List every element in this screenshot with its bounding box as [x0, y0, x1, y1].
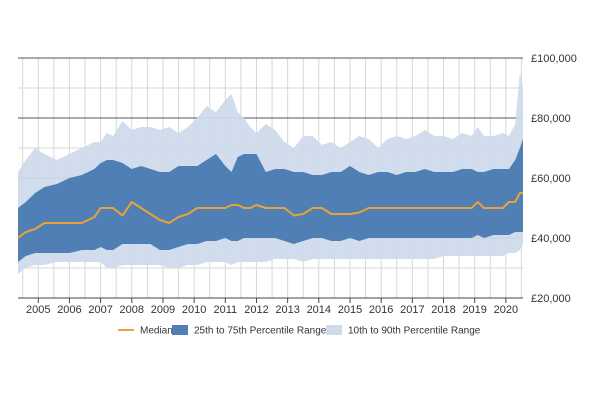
series-median-line: [17, 192, 523, 239]
legend: Median 25th to 75th Percentile Range 10th …: [118, 325, 481, 337]
legend-10-90-swatch: [326, 325, 342, 335]
y-tick-label: £60,000: [531, 173, 571, 185]
x-tick-label: 2012: [244, 304, 268, 316]
legend-25-75-swatch: [172, 325, 188, 335]
y-tick-label: £40,000: [531, 233, 571, 245]
y-tick-label: £20,000: [531, 293, 571, 305]
series-layer: [17, 73, 523, 274]
x-tick-label: 2006: [57, 304, 81, 316]
legend-label: Median: [140, 326, 173, 337]
legend-label: 25th to 75th Percentile Range: [194, 326, 327, 337]
x-tick-label: 2015: [338, 304, 362, 316]
x-tick-label: 2011: [213, 304, 237, 316]
x-tick-label: 2014: [307, 304, 331, 316]
x-tick-label: 2010: [182, 304, 206, 316]
axis-layer: 2005 2006 2007 2008 2009 2010 2011 2012 2013 2014…: [18, 53, 577, 316]
y-tick-label: £80,000: [531, 113, 571, 125]
x-tick-label: 2020: [494, 304, 518, 316]
series-25th-75th-percentile-band: [18, 139, 523, 262]
x-tick-label: 2007: [88, 304, 112, 316]
x-tick-label: 2019: [462, 304, 486, 316]
y-tick-label: £100,000: [531, 53, 577, 65]
x-tick-label: 2018: [431, 304, 455, 316]
x-tick-label: 2009: [151, 304, 175, 316]
x-tick-label: 2013: [275, 304, 299, 316]
x-tick-label: 2005: [26, 304, 50, 316]
x-tick-label: 2008: [120, 304, 144, 316]
x-tick-label: 2017: [400, 304, 424, 316]
x-tick-label: 2016: [369, 304, 393, 316]
legend-label: 10th to 90th Percentile Range: [348, 326, 481, 337]
